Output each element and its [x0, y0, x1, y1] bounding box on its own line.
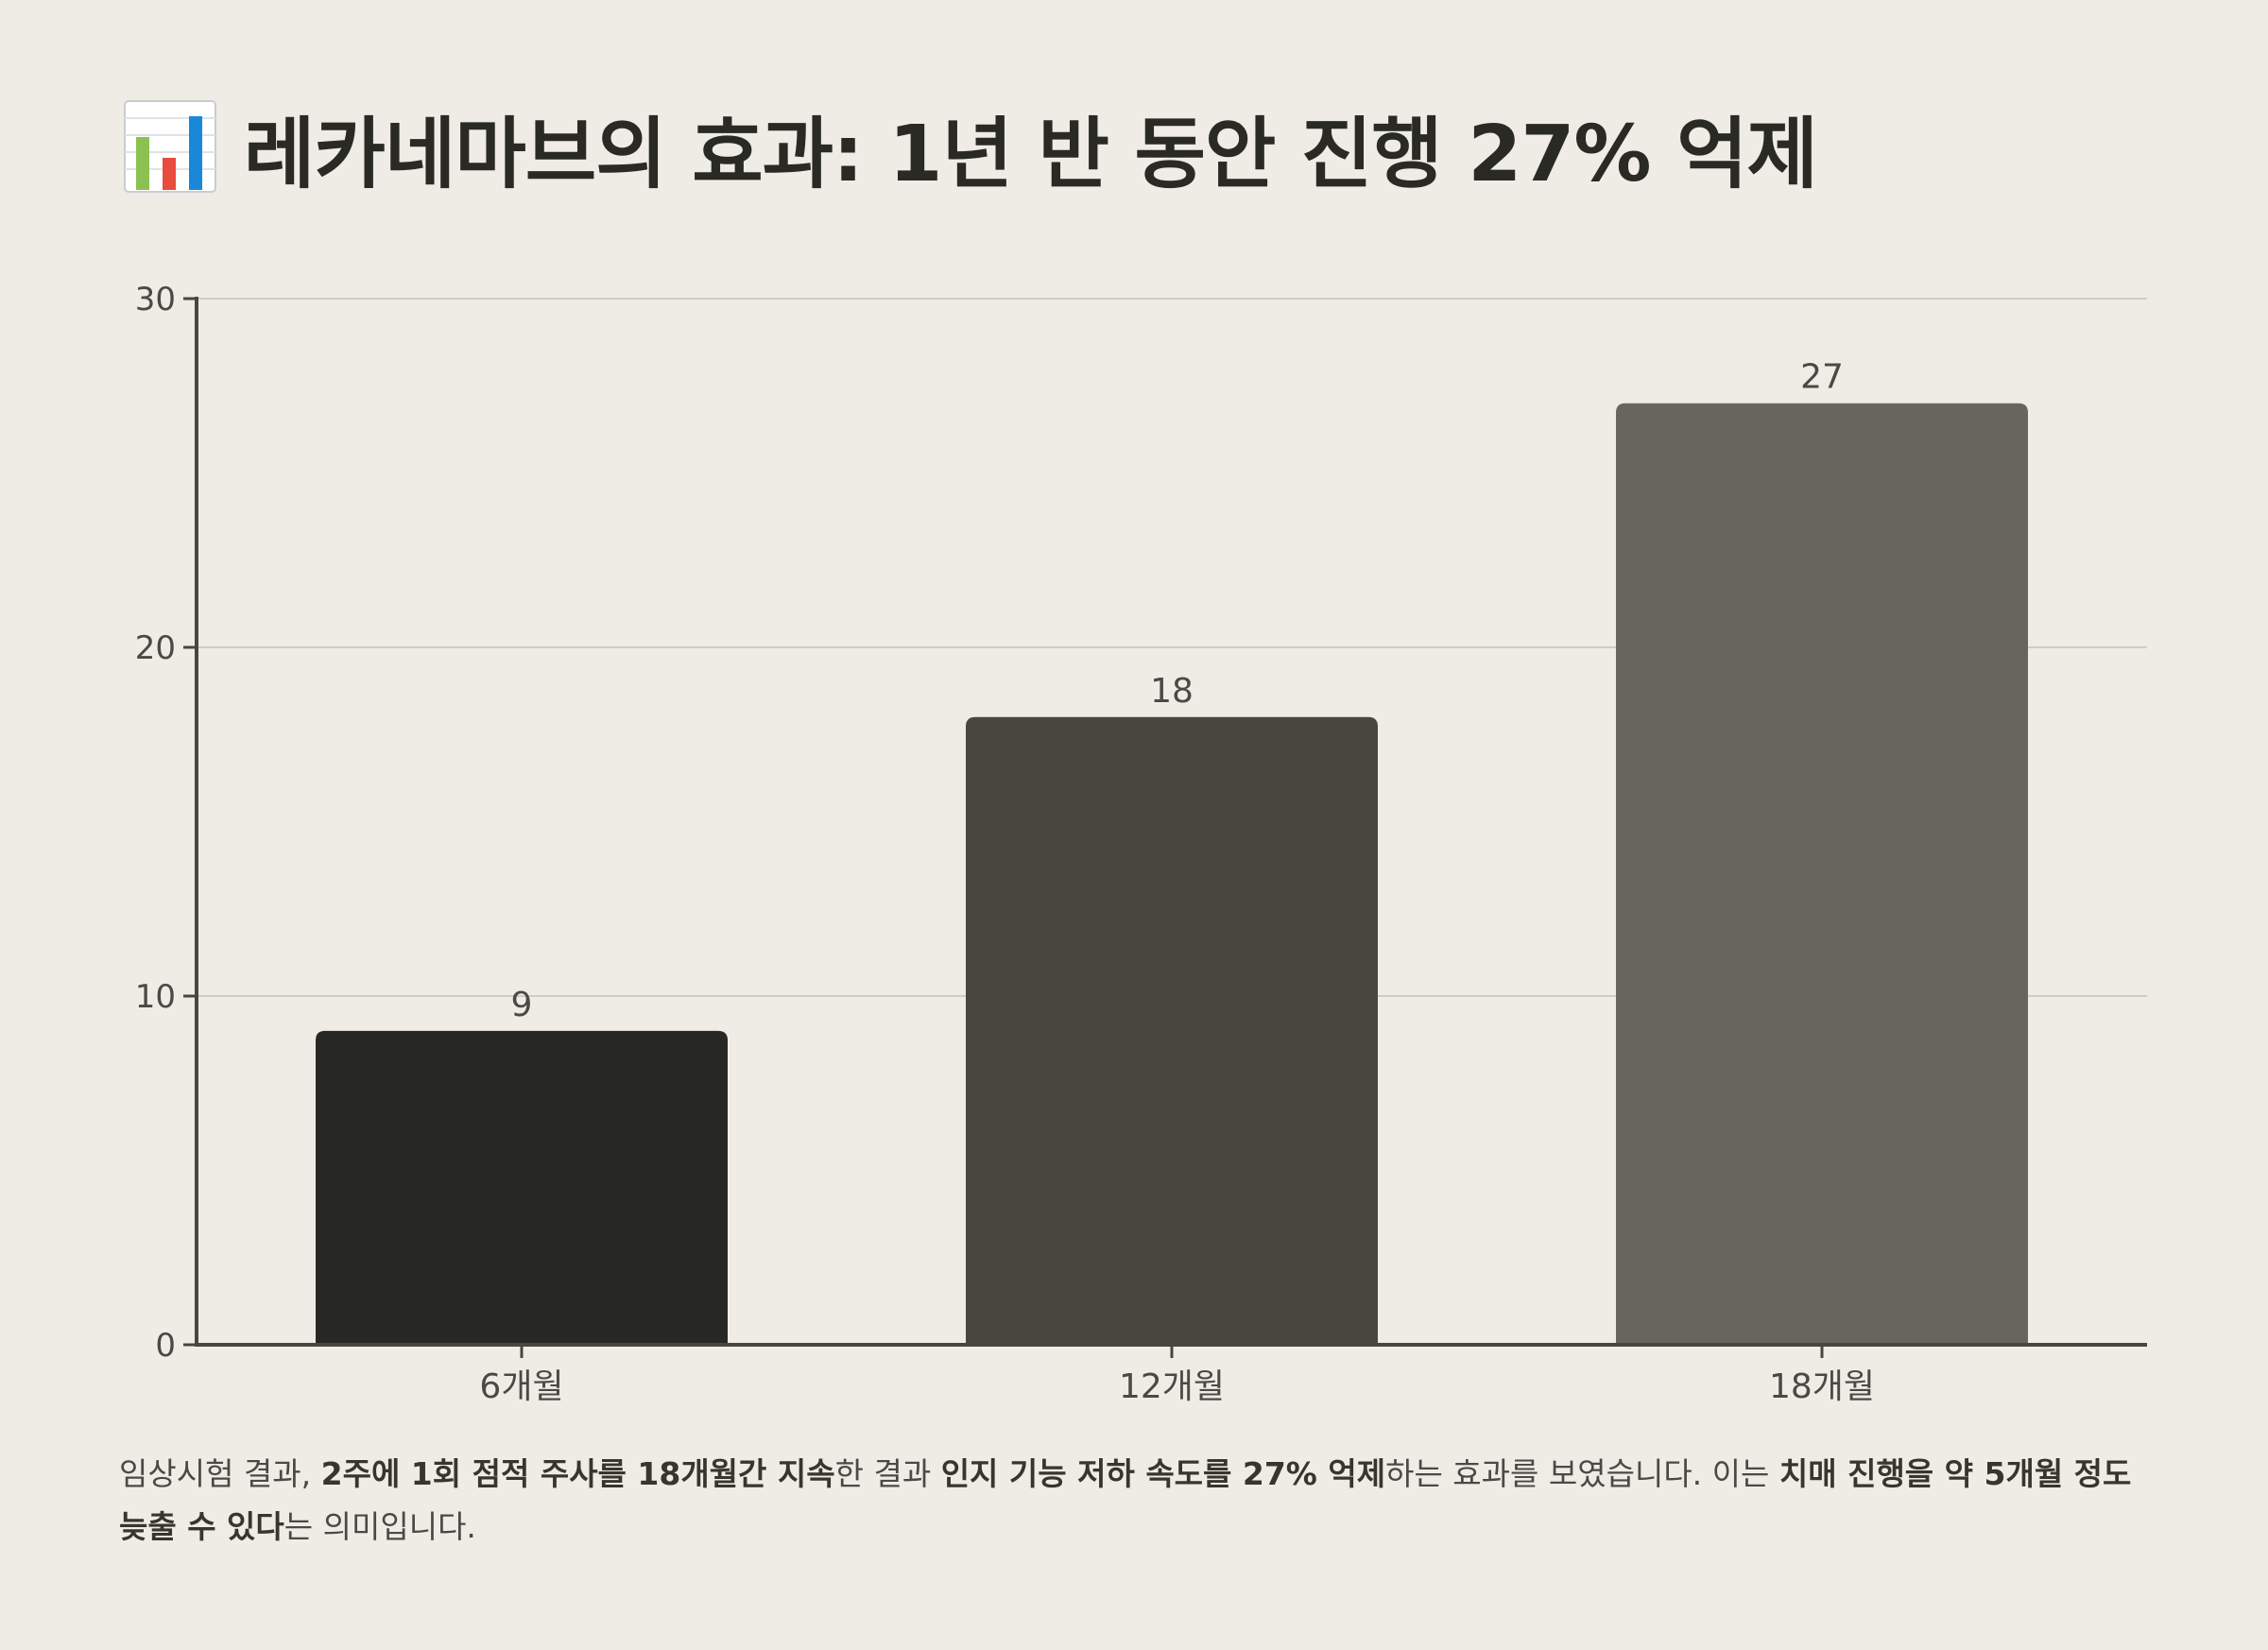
caption-text: 하는 효과를 보였습니다. 이는 [1385, 1455, 1779, 1492]
y-tick-label: 10 [135, 978, 176, 1016]
x-tick-label: 12개월 [1119, 1367, 1225, 1406]
bar-value-label: 9 [511, 986, 533, 1024]
caption-text: 는 의미입니다. [284, 1508, 476, 1545]
bar-chart-icon [124, 100, 216, 193]
x-tick-label: 6개월 [479, 1367, 563, 1406]
data-labels: 9 18 27 [511, 358, 1844, 1024]
bars [316, 403, 2028, 1345]
y-tick-label: 0 [155, 1327, 176, 1365]
y-tick-label: 30 [135, 281, 176, 318]
chart-title: 레카네마브의 효과: 1년 반 동안 진행 27% 억제 [121, 95, 1818, 199]
bar [966, 716, 1378, 1345]
bar [316, 1030, 728, 1345]
axes: 0 10 20 30 6개월 12개월 18개월 [135, 281, 2147, 1406]
bar-value-label: 18 [1150, 672, 1194, 711]
chart-caption: 임상시험 결과, 2주에 1회 점적 주사를 18개월간 지속한 결과 인지 기… [119, 1448, 2151, 1554]
page-title: 레카네마브의 효과: 1년 반 동안 진행 27% 억제 [244, 109, 1818, 199]
caption-emphasis: 인지 기능 저하 속도를 27% 억제 [940, 1455, 1386, 1492]
bar-value-label: 27 [1800, 358, 1844, 397]
x-tick-label: 18개월 [1769, 1367, 1875, 1406]
y-tick-label: 20 [135, 629, 176, 667]
caption-text: 한 결과 [834, 1455, 941, 1492]
bar [1616, 403, 2028, 1345]
caption-emphasis: 치매 진행을 약 5개월 정도 늦출 수 있다 [119, 1455, 2132, 1545]
caption-emphasis: 2주에 1회 점적 주사를 18개월간 지속 [320, 1455, 835, 1492]
caption-text: 임상시험 결과, [119, 1455, 321, 1492]
